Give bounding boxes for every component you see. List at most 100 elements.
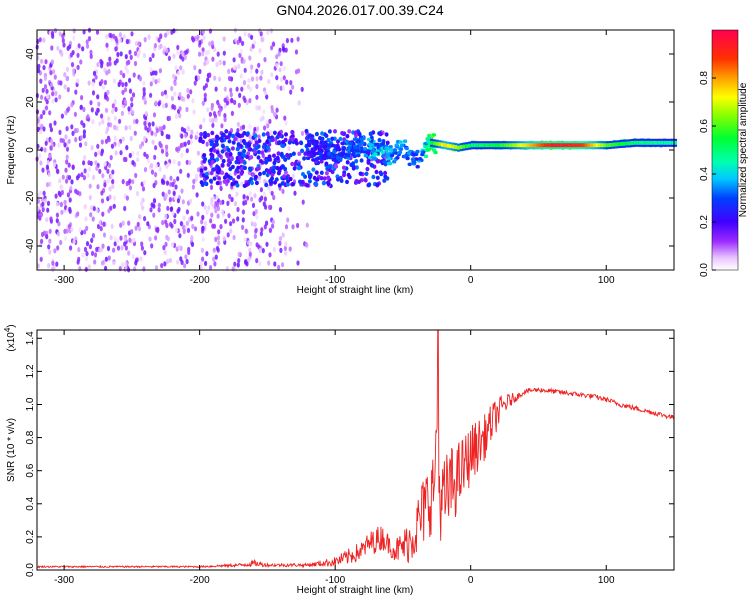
- spectrogram-cell: [109, 33, 113, 39]
- spectrogram-cell: [150, 169, 155, 175]
- spectrogram-cell: [212, 148, 217, 153]
- spectrogram-cell: [625, 141, 629, 146]
- spectrogram-cell: [106, 96, 110, 102]
- spectrogram-cell: [497, 143, 501, 148]
- spectrogram-cell: [655, 140, 658, 145]
- spectrogram-cell: [165, 93, 169, 99]
- spectrogram-cell: [164, 193, 168, 199]
- spectrogram-cell: [124, 260, 128, 266]
- spectrogram-cell: [203, 204, 207, 210]
- spectrogram-cell: [241, 40, 245, 47]
- spectrogram-cell: [67, 138, 71, 144]
- spectrogram-cell: [312, 141, 317, 145]
- spectrogram-cell: [109, 235, 113, 241]
- spectrogram-cell: [85, 43, 90, 49]
- spectrogram-cell: [568, 143, 572, 148]
- spectrogram-cell: [250, 196, 254, 202]
- spectrogram-cell: [314, 181, 319, 187]
- spectrogram-cell: [415, 149, 420, 154]
- spectrogram-cell: [78, 227, 82, 233]
- spectrogram-cell: [125, 180, 129, 187]
- spectrogram-cell: [633, 140, 637, 145]
- spectrogram-cell: [154, 172, 158, 178]
- spectrogram-cell: [165, 180, 170, 186]
- spectrogram-cell: [186, 87, 190, 94]
- spectrogram-cell: [432, 141, 436, 146]
- spectrogram-cell: [48, 228, 52, 234]
- spectrogram-cell: [213, 75, 217, 81]
- spectrogram-cell: [279, 151, 284, 157]
- spectrogram-cell: [89, 100, 93, 106]
- spectrogram-cell: [229, 92, 233, 98]
- spectrogram-cell: [100, 113, 104, 119]
- snr-panel: -300 -200 -100 0 100 0.0 0.2 0.4 0.6 0.8 1.0 1.2 1.…: [3, 324, 675, 596]
- spectrogram-cell: [82, 133, 86, 139]
- x-tick-label: -300: [54, 575, 74, 586]
- spectrogram-cell: [45, 234, 49, 240]
- spectrogram-cell: [265, 172, 270, 178]
- spectrogram-cell: [112, 33, 116, 39]
- spectrogram-cell: [222, 175, 227, 180]
- spectrogram-cell: [172, 190, 176, 196]
- spectrogram-cell: [50, 45, 54, 51]
- spectrogram-cell: [281, 154, 286, 160]
- spectrogram-cell: [215, 157, 220, 162]
- y-tick-label: 0.6: [25, 463, 36, 477]
- spectrogram-cell: [76, 190, 80, 196]
- spectrogram-cell: [39, 211, 44, 218]
- spectrogram-cell: [208, 41, 212, 47]
- spectrogram-cell: [167, 189, 171, 195]
- spectrogram-cell: [172, 159, 176, 165]
- spectrogram-cell: [254, 145, 259, 150]
- spectrogram-cell: [77, 247, 81, 253]
- spectrogram-cell: [470, 143, 474, 148]
- spectrogram-cell: [363, 153, 368, 158]
- spectrogram-cell: [42, 126, 46, 132]
- spectrogram-cell: [82, 175, 86, 181]
- spectrogram-cell: [124, 266, 128, 272]
- spectrogram-cell: [68, 197, 72, 203]
- spectrogram-cell: [565, 143, 569, 148]
- spectrogram-cell: [281, 188, 285, 194]
- spectrogram-cell: [375, 182, 380, 187]
- spectrogram-cell: [174, 65, 178, 71]
- spectrogram-cell: [292, 166, 297, 171]
- spectrogram-cell: [223, 97, 227, 103]
- spectrogram-cell: [415, 164, 420, 169]
- spectrogram-cell: [229, 228, 233, 234]
- spectrogram-cell: [60, 113, 64, 119]
- spectrogram-cell: [365, 166, 370, 172]
- spectrogram-cell: [255, 105, 259, 111]
- spectrogram-cell: [201, 47, 205, 53]
- spectrogram-cell: [247, 77, 251, 84]
- spectrogram-cell: [603, 143, 607, 148]
- spectrogram-cell: [46, 207, 50, 213]
- spectrogram-cell: [256, 155, 261, 160]
- spectrogram-cell: [668, 140, 672, 145]
- spectrogram-cell: [154, 70, 158, 76]
- spectrogram-cell: [522, 143, 526, 148]
- spectrogram-cell: [83, 155, 87, 161]
- spectrogram-cell: [149, 92, 153, 98]
- spectrogram-cell: [135, 118, 139, 124]
- spectrogram-cell: [217, 176, 222, 181]
- spectrogram-cell: [220, 149, 225, 154]
- spectrogram-cell: [284, 224, 289, 230]
- spectrogram-cell: [220, 163, 225, 168]
- spectrogram-cell: [92, 206, 96, 212]
- spectrogram-cell: [327, 129, 332, 134]
- spectrogram-cell: [215, 201, 220, 208]
- spectrogram-cell: [214, 117, 218, 123]
- spectrogram-cell: [138, 214, 142, 220]
- spectrogram-cell: [224, 218, 228, 224]
- spectrogram-cell: [239, 171, 244, 176]
- spectrogram-cell: [368, 131, 373, 136]
- spectrogram-cell: [39, 78, 43, 84]
- spectrogram-cell: [107, 122, 111, 128]
- spectrogram-cell: [598, 143, 602, 148]
- spectrogram-cell: [184, 132, 188, 139]
- spectrogram-cell: [457, 145, 461, 150]
- spectrogram-cell: [56, 45, 60, 51]
- spectrogram-cell: [165, 163, 169, 169]
- spectrogram-cell: [291, 224, 295, 230]
